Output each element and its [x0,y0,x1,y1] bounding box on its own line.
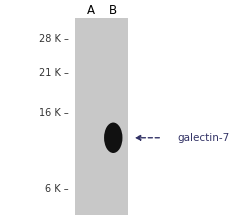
Text: 21 K –: 21 K – [39,68,69,78]
Ellipse shape [104,123,122,153]
Text: B: B [108,4,117,17]
Text: 6 K –: 6 K – [45,184,69,194]
Text: A: A [87,4,95,17]
Text: galectin-7: galectin-7 [178,133,230,143]
Bar [75,18,128,215]
Text: 28 K –: 28 K – [39,34,69,44]
Text: 16 K –: 16 K – [39,108,69,118]
